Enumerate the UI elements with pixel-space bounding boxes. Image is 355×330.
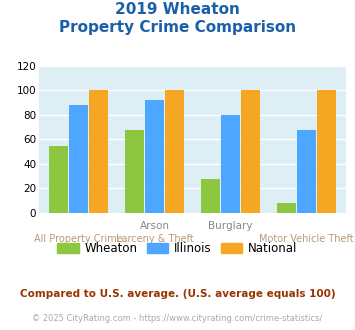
Text: Larceny & Theft: Larceny & Theft — [116, 234, 193, 244]
Text: Compared to U.S. average. (U.S. average equals 100): Compared to U.S. average. (U.S. average … — [20, 289, 335, 299]
Bar — [69, 105, 88, 213]
Bar — [241, 90, 260, 213]
Text: 2019 Wheaton: 2019 Wheaton — [115, 2, 240, 16]
Legend: Wheaton, Illinois, National: Wheaton, Illinois, National — [53, 237, 302, 260]
Bar — [89, 90, 108, 213]
Text: Property Crime Comparison: Property Crime Comparison — [59, 20, 296, 35]
Bar — [221, 115, 240, 213]
Bar — [165, 90, 184, 213]
Text: All Property Crime: All Property Crime — [34, 234, 123, 244]
Bar — [277, 203, 296, 213]
Bar — [145, 100, 164, 213]
Text: Arson: Arson — [140, 221, 170, 231]
Text: Motor Vehicle Theft: Motor Vehicle Theft — [259, 234, 354, 244]
Bar — [49, 146, 68, 213]
Bar — [125, 130, 144, 213]
Bar — [297, 130, 316, 213]
Text: © 2025 CityRating.com - https://www.cityrating.com/crime-statistics/: © 2025 CityRating.com - https://www.city… — [32, 314, 323, 323]
Text: Burglary: Burglary — [208, 221, 253, 231]
Bar — [201, 179, 220, 213]
Bar — [317, 90, 336, 213]
